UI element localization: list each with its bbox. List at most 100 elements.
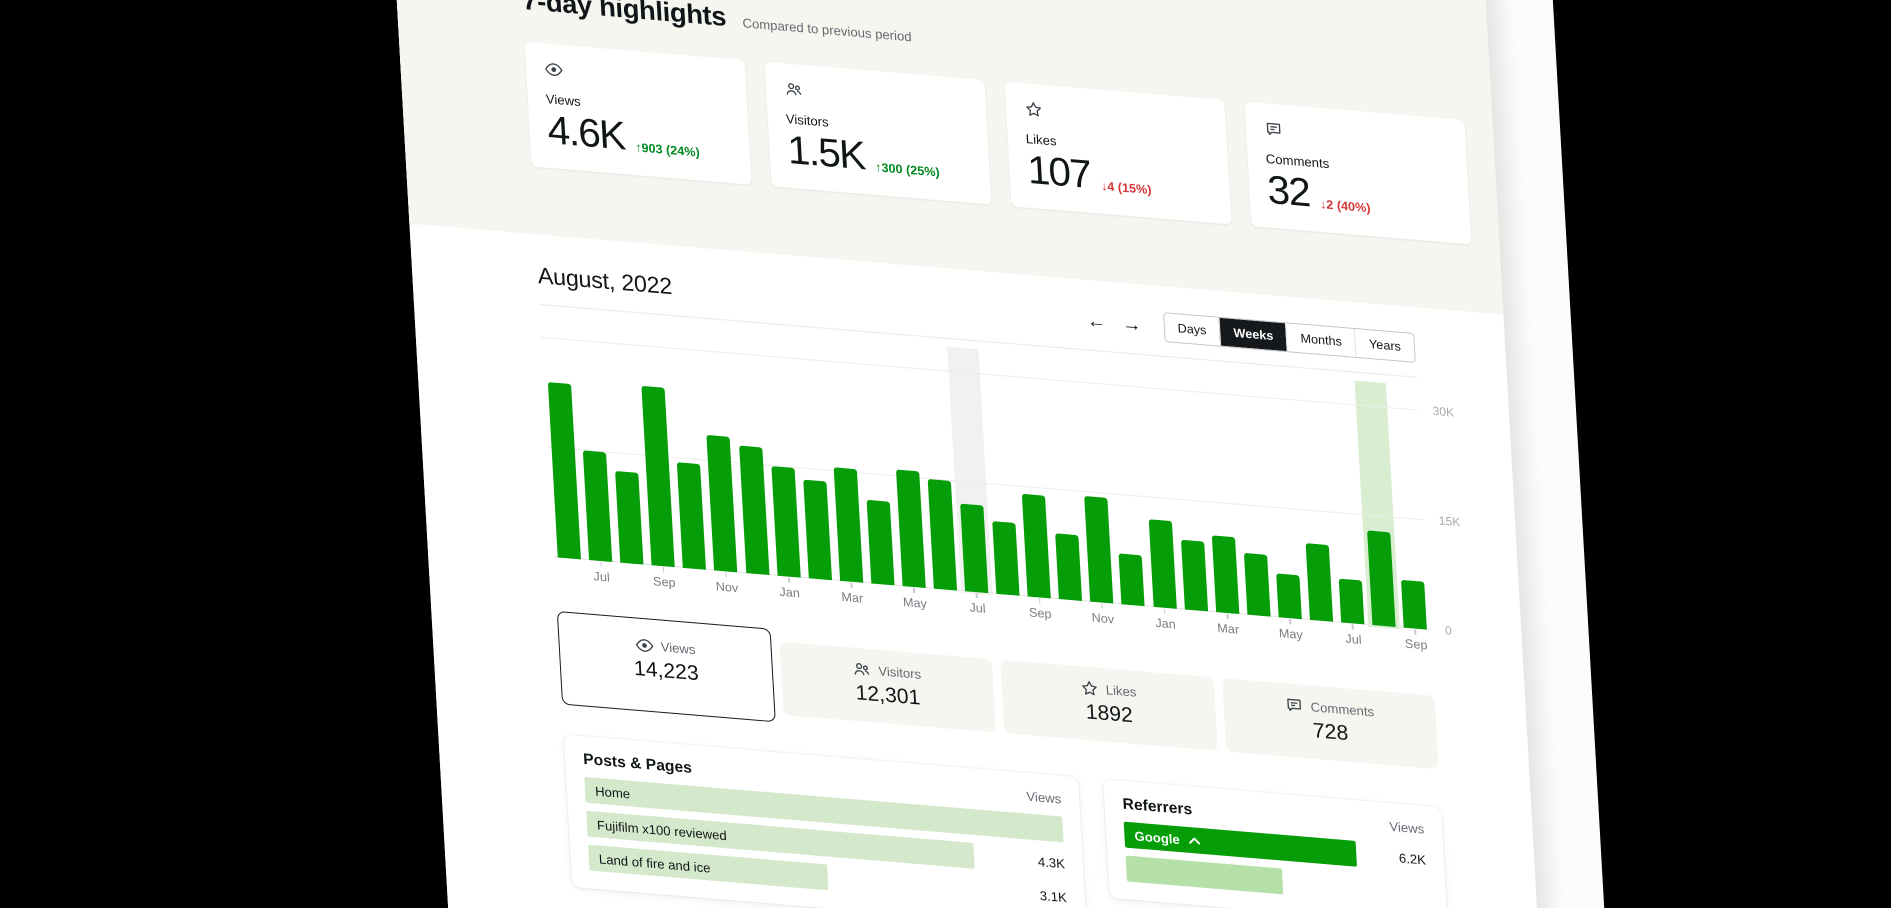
referrer-views-bar: Google — [1123, 821, 1358, 867]
x-axis-label: Mar — [1216, 621, 1240, 637]
summary-tab-visitors[interactable]: Visitors 12,301 — [778, 641, 997, 733]
chart-bar[interactable] — [1243, 552, 1271, 617]
chart-bar[interactable] — [738, 445, 770, 575]
posts-pages-card: Posts & Pages Views Home Fujifilm x100 re… — [563, 734, 1087, 908]
chevron-up-icon[interactable] — [1187, 835, 1201, 845]
x-axis-tick — [725, 572, 728, 578]
chart-bar[interactable] — [1180, 540, 1208, 612]
comment-icon — [1284, 697, 1304, 714]
prev-period-arrow-icon[interactable]: ← — [1086, 310, 1107, 333]
chart-bar[interactable] — [1055, 533, 1083, 601]
x-axis-tick — [850, 582, 853, 588]
x-axis-tick — [600, 561, 602, 568]
x-axis-tick — [787, 577, 790, 583]
chart-bar[interactable] — [641, 386, 676, 568]
chart-bar[interactable] — [1401, 580, 1428, 630]
x-axis-label: Sep — [1404, 636, 1428, 653]
summary-tab-label: Likes — [1105, 682, 1137, 700]
x-axis-label: Sep — [1028, 605, 1052, 622]
summary-tab-comments[interactable]: Comments 728 — [1221, 677, 1439, 770]
eye-icon — [544, 59, 729, 94]
range-tab-weeks[interactable]: Weeks — [1218, 317, 1288, 352]
posts-pages-title: Posts & Pages — [582, 750, 693, 777]
range-tab-days[interactable]: Days — [1163, 313, 1221, 346]
x-axis-label: May — [1278, 626, 1304, 643]
views-bar-chart: 30K 15K 0 Jul Sep Nov Jan Mar May Jul Sep Nov Jan Ma… — [540, 313, 1461, 656]
highlight-value: 32 — [1266, 167, 1311, 216]
chart-bar[interactable] — [1022, 494, 1052, 599]
x-axis-tick — [662, 567, 665, 573]
range-tab-years[interactable]: Years — [1354, 328, 1415, 362]
chart-bar[interactable] — [895, 469, 926, 588]
chart-bar[interactable] — [927, 479, 958, 591]
highlight-delta: ↑903 (24%) — [634, 140, 701, 160]
highlight-value: 4.6K — [546, 108, 626, 159]
people-icon — [784, 79, 969, 114]
post-views-value: 3.1K — [1039, 887, 1068, 905]
chart-bar[interactable] — [1367, 530, 1396, 627]
metric-summary-tabs: Views 14,223 Visitors 12,301 Likes 1892 Commen… — [556, 610, 1439, 770]
chart-bar[interactable] — [547, 382, 581, 560]
chart-bar[interactable] — [833, 467, 864, 583]
x-axis-tick — [1289, 619, 1292, 625]
posts-views-column-label: Views — [1026, 788, 1062, 807]
detail-cards-row: Posts & Pages Views Home Fujifilm x100 re… — [563, 734, 1450, 908]
eye-icon — [634, 637, 654, 654]
chart-bar[interactable] — [677, 461, 707, 570]
highlights-title: 7-day highlights — [521, 0, 727, 32]
chart-bar[interactable] — [1211, 535, 1240, 614]
highlight-delta: ↓2 (40%) — [1319, 197, 1371, 216]
chart-bar[interactable] — [615, 471, 644, 565]
x-axis-label: Sep — [652, 574, 676, 591]
x-axis-tick — [1226, 613, 1229, 620]
summary-tab-label: Visitors — [877, 663, 922, 682]
referrers-list: Google 6.2K — [1123, 821, 1429, 907]
summary-tab-label: Views — [660, 639, 696, 658]
chart-bar[interactable] — [582, 450, 613, 562]
next-period-arrow-icon[interactable]: → — [1121, 313, 1142, 336]
chart-bar[interactable] — [960, 503, 989, 594]
highlight-cards-row: Views 4.6K ↑903 (24%) Visitors 1.5K ↑300 (25%… — [524, 41, 1480, 245]
x-axis-label: Jul — [969, 600, 987, 616]
chart-bar[interactable] — [1305, 543, 1334, 622]
summary-tab-views[interactable]: Views 14,223 — [556, 610, 776, 723]
summary-tab-likes[interactable]: Likes 1892 — [1000, 659, 1218, 752]
referrer-row[interactable]: Google 6.2K — [1123, 821, 1427, 873]
chart-bar[interactable] — [706, 435, 738, 573]
chart-bar[interactable] — [1148, 519, 1177, 609]
x-axis-tick — [913, 587, 916, 594]
chart-bar[interactable] — [1276, 573, 1302, 620]
y-axis-label: 30K — [1432, 403, 1455, 420]
chart-bar[interactable] — [1084, 495, 1114, 604]
x-axis-tick — [1101, 603, 1104, 609]
range-tab-months[interactable]: Months — [1285, 323, 1356, 357]
x-axis-label: Jul — [593, 569, 611, 585]
chart-bar[interactable] — [1338, 578, 1365, 625]
x-axis-tick — [1351, 624, 1354, 630]
referrer-views-bar — [1125, 855, 1284, 895]
seven-day-highlights-section: 7-day highlights Compared to previous pe… — [390, 0, 1504, 315]
x-axis-label: Jan — [1154, 615, 1177, 632]
highlight-card-comments: Comments 32 ↓2 (40%) — [1244, 101, 1472, 245]
comment-icon — [1264, 119, 1449, 154]
chart-bar[interactable] — [866, 499, 895, 586]
referrers-card: Referrers Views Google 6.2K — [1103, 779, 1448, 908]
y-axis-label: 0 — [1444, 623, 1453, 638]
x-axis-label: Jul — [1345, 631, 1362, 648]
x-axis-tick — [1038, 598, 1041, 604]
stats-page: 7-day highlights Compared to previous pe… — [390, 0, 1572, 908]
highlight-value: 1.5K — [786, 128, 866, 179]
x-axis-label: May — [902, 594, 928, 611]
highlight-delta: ↑300 (25%) — [874, 160, 941, 180]
chart-bar[interactable] — [770, 466, 801, 578]
x-axis-tick — [975, 593, 978, 599]
chart-bar[interactable] — [1118, 553, 1146, 607]
star-icon — [1024, 99, 1209, 134]
star-icon — [1079, 680, 1099, 697]
chart-bar[interactable] — [802, 479, 832, 581]
chart-bar[interactable] — [992, 520, 1020, 596]
period-title: August, 2022 — [537, 261, 673, 299]
period-nav: ← → — [1086, 310, 1142, 336]
referrer-views-value: 6.2K — [1398, 849, 1427, 868]
highlight-card-likes: Likes 107 ↓4 (15%) — [1004, 81, 1232, 225]
